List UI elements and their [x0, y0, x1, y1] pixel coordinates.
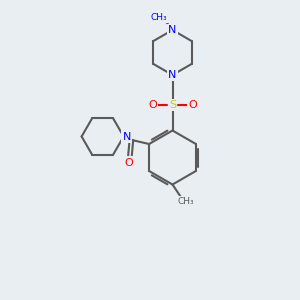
Text: N: N — [168, 25, 177, 35]
Text: CH₃: CH₃ — [178, 196, 194, 206]
Text: CH₃: CH₃ — [150, 14, 167, 22]
Text: O: O — [124, 158, 133, 168]
Text: N: N — [122, 131, 131, 142]
Text: O: O — [148, 100, 157, 110]
Text: N: N — [168, 70, 177, 80]
Text: O: O — [188, 100, 197, 110]
Text: S: S — [169, 100, 176, 110]
